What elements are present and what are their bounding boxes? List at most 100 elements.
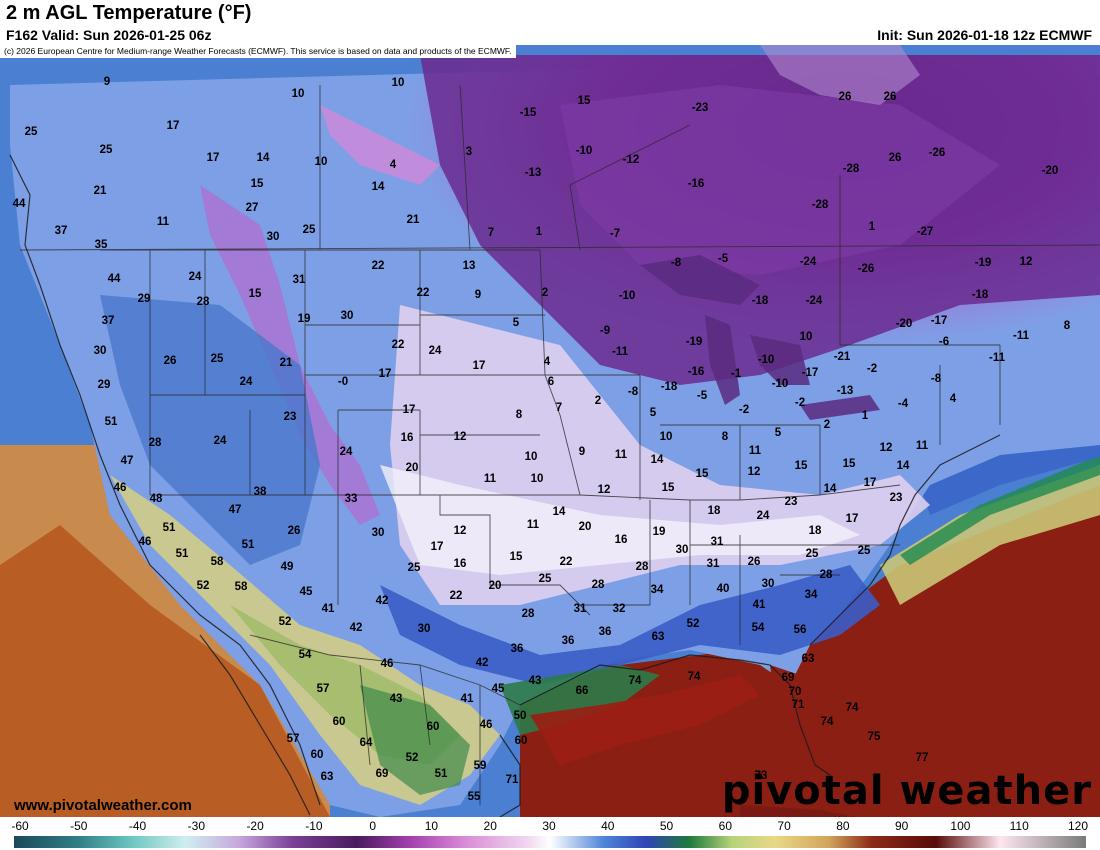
temperature-label: 71 bbox=[506, 774, 519, 786]
temperature-label: 48 bbox=[150, 493, 163, 505]
temperature-label: 30 bbox=[94, 345, 107, 357]
temperature-label: 14 bbox=[553, 506, 566, 518]
temperature-label: 21 bbox=[94, 185, 107, 197]
copyright-notice: (c) 2026 European Centre for Medium-rang… bbox=[0, 45, 516, 58]
temperature-label: 54 bbox=[299, 649, 312, 661]
temperature-label: 35 bbox=[95, 239, 108, 251]
temperature-label: -7 bbox=[610, 228, 620, 240]
temperature-label: 17 bbox=[431, 541, 444, 553]
temperature-label: 14 bbox=[372, 181, 385, 193]
temperature-label: 28 bbox=[820, 569, 833, 581]
legend-tick-label: 60 bbox=[718, 819, 733, 833]
temperature-label: 44 bbox=[108, 273, 121, 285]
temperature-label: 60 bbox=[427, 721, 440, 733]
temperature-label: -18 bbox=[972, 289, 989, 301]
temperature-label: -8 bbox=[628, 386, 639, 398]
temperature-label: 46 bbox=[114, 482, 127, 494]
temperature-label: 28 bbox=[197, 296, 210, 308]
temperature-label: 8 bbox=[1064, 320, 1071, 332]
temperature-label: 29 bbox=[138, 293, 151, 305]
temperature-label: 52 bbox=[197, 580, 210, 592]
temperature-label: -2 bbox=[867, 363, 877, 375]
temperature-label: 20 bbox=[579, 521, 592, 533]
temperature-label: 70 bbox=[789, 686, 802, 698]
temperature-label: 2 bbox=[542, 287, 548, 299]
temperature-label: -0 bbox=[338, 376, 348, 388]
temperature-label: 63 bbox=[802, 653, 815, 665]
temperature-label: 25 bbox=[806, 548, 819, 560]
temperature-label: 15 bbox=[662, 482, 675, 494]
temperature-label: 10 bbox=[800, 331, 813, 343]
temperature-label: 25 bbox=[539, 573, 552, 585]
temperature-label: 47 bbox=[121, 455, 134, 467]
temperature-label: 74 bbox=[846, 702, 859, 714]
temperature-label: 26 bbox=[748, 556, 761, 568]
temperature-label: 17 bbox=[379, 368, 392, 380]
legend-tick-label: 50 bbox=[659, 819, 674, 833]
temperature-label: -23 bbox=[692, 102, 709, 114]
temperature-label: 15 bbox=[510, 551, 523, 563]
temperature-label: 15 bbox=[251, 178, 264, 190]
temperature-label: 31 bbox=[711, 536, 724, 548]
temperature-label: 71 bbox=[792, 699, 805, 711]
temperature-label: 15 bbox=[249, 288, 262, 300]
temperature-label: 10 bbox=[531, 473, 544, 485]
temperature-label: -19 bbox=[975, 257, 992, 269]
temperature-label: 54 bbox=[752, 622, 765, 634]
temperature-label: 51 bbox=[176, 548, 189, 560]
temperature-label: -13 bbox=[525, 167, 542, 179]
temperature-label: 5 bbox=[513, 317, 520, 329]
temperature-label: 1 bbox=[869, 221, 876, 233]
temperature-label: 17 bbox=[403, 404, 416, 416]
legend-tick-label: 10 bbox=[424, 819, 439, 833]
temperature-label: -19 bbox=[686, 336, 703, 348]
temperature-label: 12 bbox=[454, 431, 467, 443]
temperature-label: 11 bbox=[484, 473, 497, 485]
temperature-map[interactable]: 9 10 10 15 -15 -23 26 26 25 17 25 17 14 10 4 3 -10 -12 26-… bbox=[0, 45, 1100, 817]
temperature-label: 28 bbox=[592, 579, 605, 591]
temperature-label: 38 bbox=[254, 486, 267, 498]
temperature-label: 51 bbox=[242, 539, 255, 551]
temperature-label: -8 bbox=[931, 373, 942, 385]
legend-colorbar bbox=[14, 836, 1086, 848]
temperature-label: 30 bbox=[341, 310, 354, 322]
temperature-label: 2 bbox=[595, 395, 601, 407]
temperature-label: 13 bbox=[463, 260, 476, 272]
temperature-label: 25 bbox=[100, 144, 113, 156]
temperature-label: 9 bbox=[104, 76, 110, 88]
temperature-label: 30 bbox=[372, 527, 385, 539]
temperature-label: 22 bbox=[392, 339, 405, 351]
temperature-label: -9 bbox=[600, 325, 610, 337]
temperature-label: -13 bbox=[837, 385, 854, 397]
temperature-label: -1 bbox=[731, 368, 742, 380]
temperature-label: 1 bbox=[536, 226, 543, 238]
temperature-label: 8 bbox=[722, 431, 729, 443]
temperature-label: 74 bbox=[688, 671, 701, 683]
temperature-label: 28 bbox=[636, 561, 649, 573]
temperature-label: 24 bbox=[214, 435, 227, 447]
temperature-label: 45 bbox=[492, 683, 505, 695]
temperature-label: 21 bbox=[407, 214, 420, 226]
temperature-label: 4 bbox=[950, 393, 957, 405]
temperature-label: 29 bbox=[98, 379, 111, 391]
temperature-label: 17 bbox=[846, 513, 859, 525]
temperature-label: 6 bbox=[548, 376, 554, 388]
website-link[interactable]: www.pivotalweather.com bbox=[14, 797, 192, 814]
temperature-label: 69 bbox=[376, 768, 389, 780]
temperature-label: 57 bbox=[317, 683, 330, 695]
temperature-label: 16 bbox=[401, 432, 414, 444]
temperature-label: 10 bbox=[315, 156, 328, 168]
temperature-label: -8 bbox=[671, 257, 682, 269]
temperature-label: 52 bbox=[406, 752, 419, 764]
temperature-label: 19 bbox=[653, 526, 666, 538]
temperature-label: 46 bbox=[139, 536, 152, 548]
temperature-label: 1 bbox=[862, 410, 869, 422]
temperature-label: 28 bbox=[149, 437, 162, 449]
legend-tick-label: 40 bbox=[601, 819, 615, 833]
temperature-label: 26 bbox=[839, 91, 852, 103]
temperature-label: 31 bbox=[574, 603, 587, 615]
temperature-label: -11 bbox=[1013, 330, 1030, 342]
temperature-label: 22 bbox=[372, 260, 385, 272]
temperature-label: 26 bbox=[884, 91, 897, 103]
temperature-label: 26 bbox=[889, 152, 902, 164]
